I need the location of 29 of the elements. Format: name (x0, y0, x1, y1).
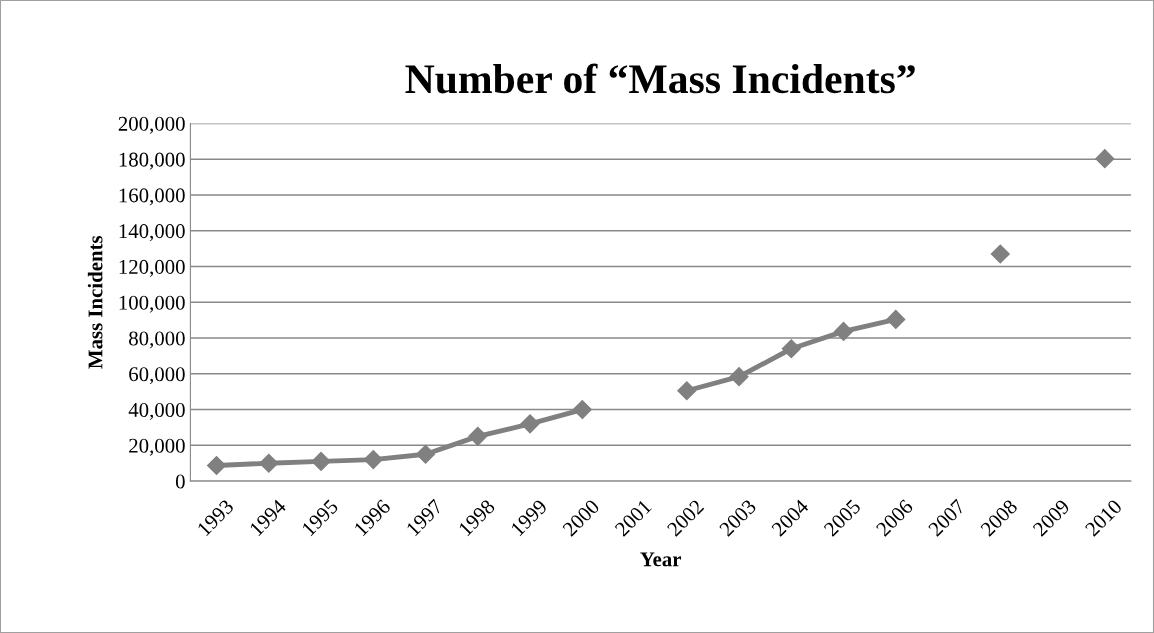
y-tick-label: 160,000 (119, 188, 185, 206)
point (311, 451, 331, 471)
point (259, 453, 279, 473)
point (781, 339, 801, 359)
point (520, 414, 540, 434)
point (677, 381, 697, 401)
y-tick-label: 80,000 (129, 331, 185, 349)
point (1095, 149, 1115, 169)
y-tick-label: 120,000 (119, 259, 185, 277)
y-tick-label: 140,000 (119, 224, 185, 242)
point (416, 444, 436, 464)
point (363, 450, 383, 470)
y-tick-label: 60,000 (129, 367, 185, 385)
point (729, 367, 749, 387)
point (572, 400, 592, 420)
y-tick-label: 100,000 (119, 295, 185, 313)
y-axis-title: Mass Incidents (87, 235, 103, 369)
y-tick-label: 20,000 (129, 438, 185, 456)
point (207, 455, 227, 476)
y-tick-label: 0 (175, 474, 185, 489)
point (468, 426, 488, 446)
x-axis-title: Year (640, 552, 682, 567)
y-tick-label: 40,000 (128, 402, 185, 420)
point (834, 321, 854, 341)
point (990, 244, 1010, 264)
point (886, 309, 906, 329)
y-tick-label: 180,000 (119, 152, 185, 170)
chart-title: Number of “Mass Incidents” (405, 63, 915, 94)
y-tick-label: 200,000 (118, 116, 185, 134)
